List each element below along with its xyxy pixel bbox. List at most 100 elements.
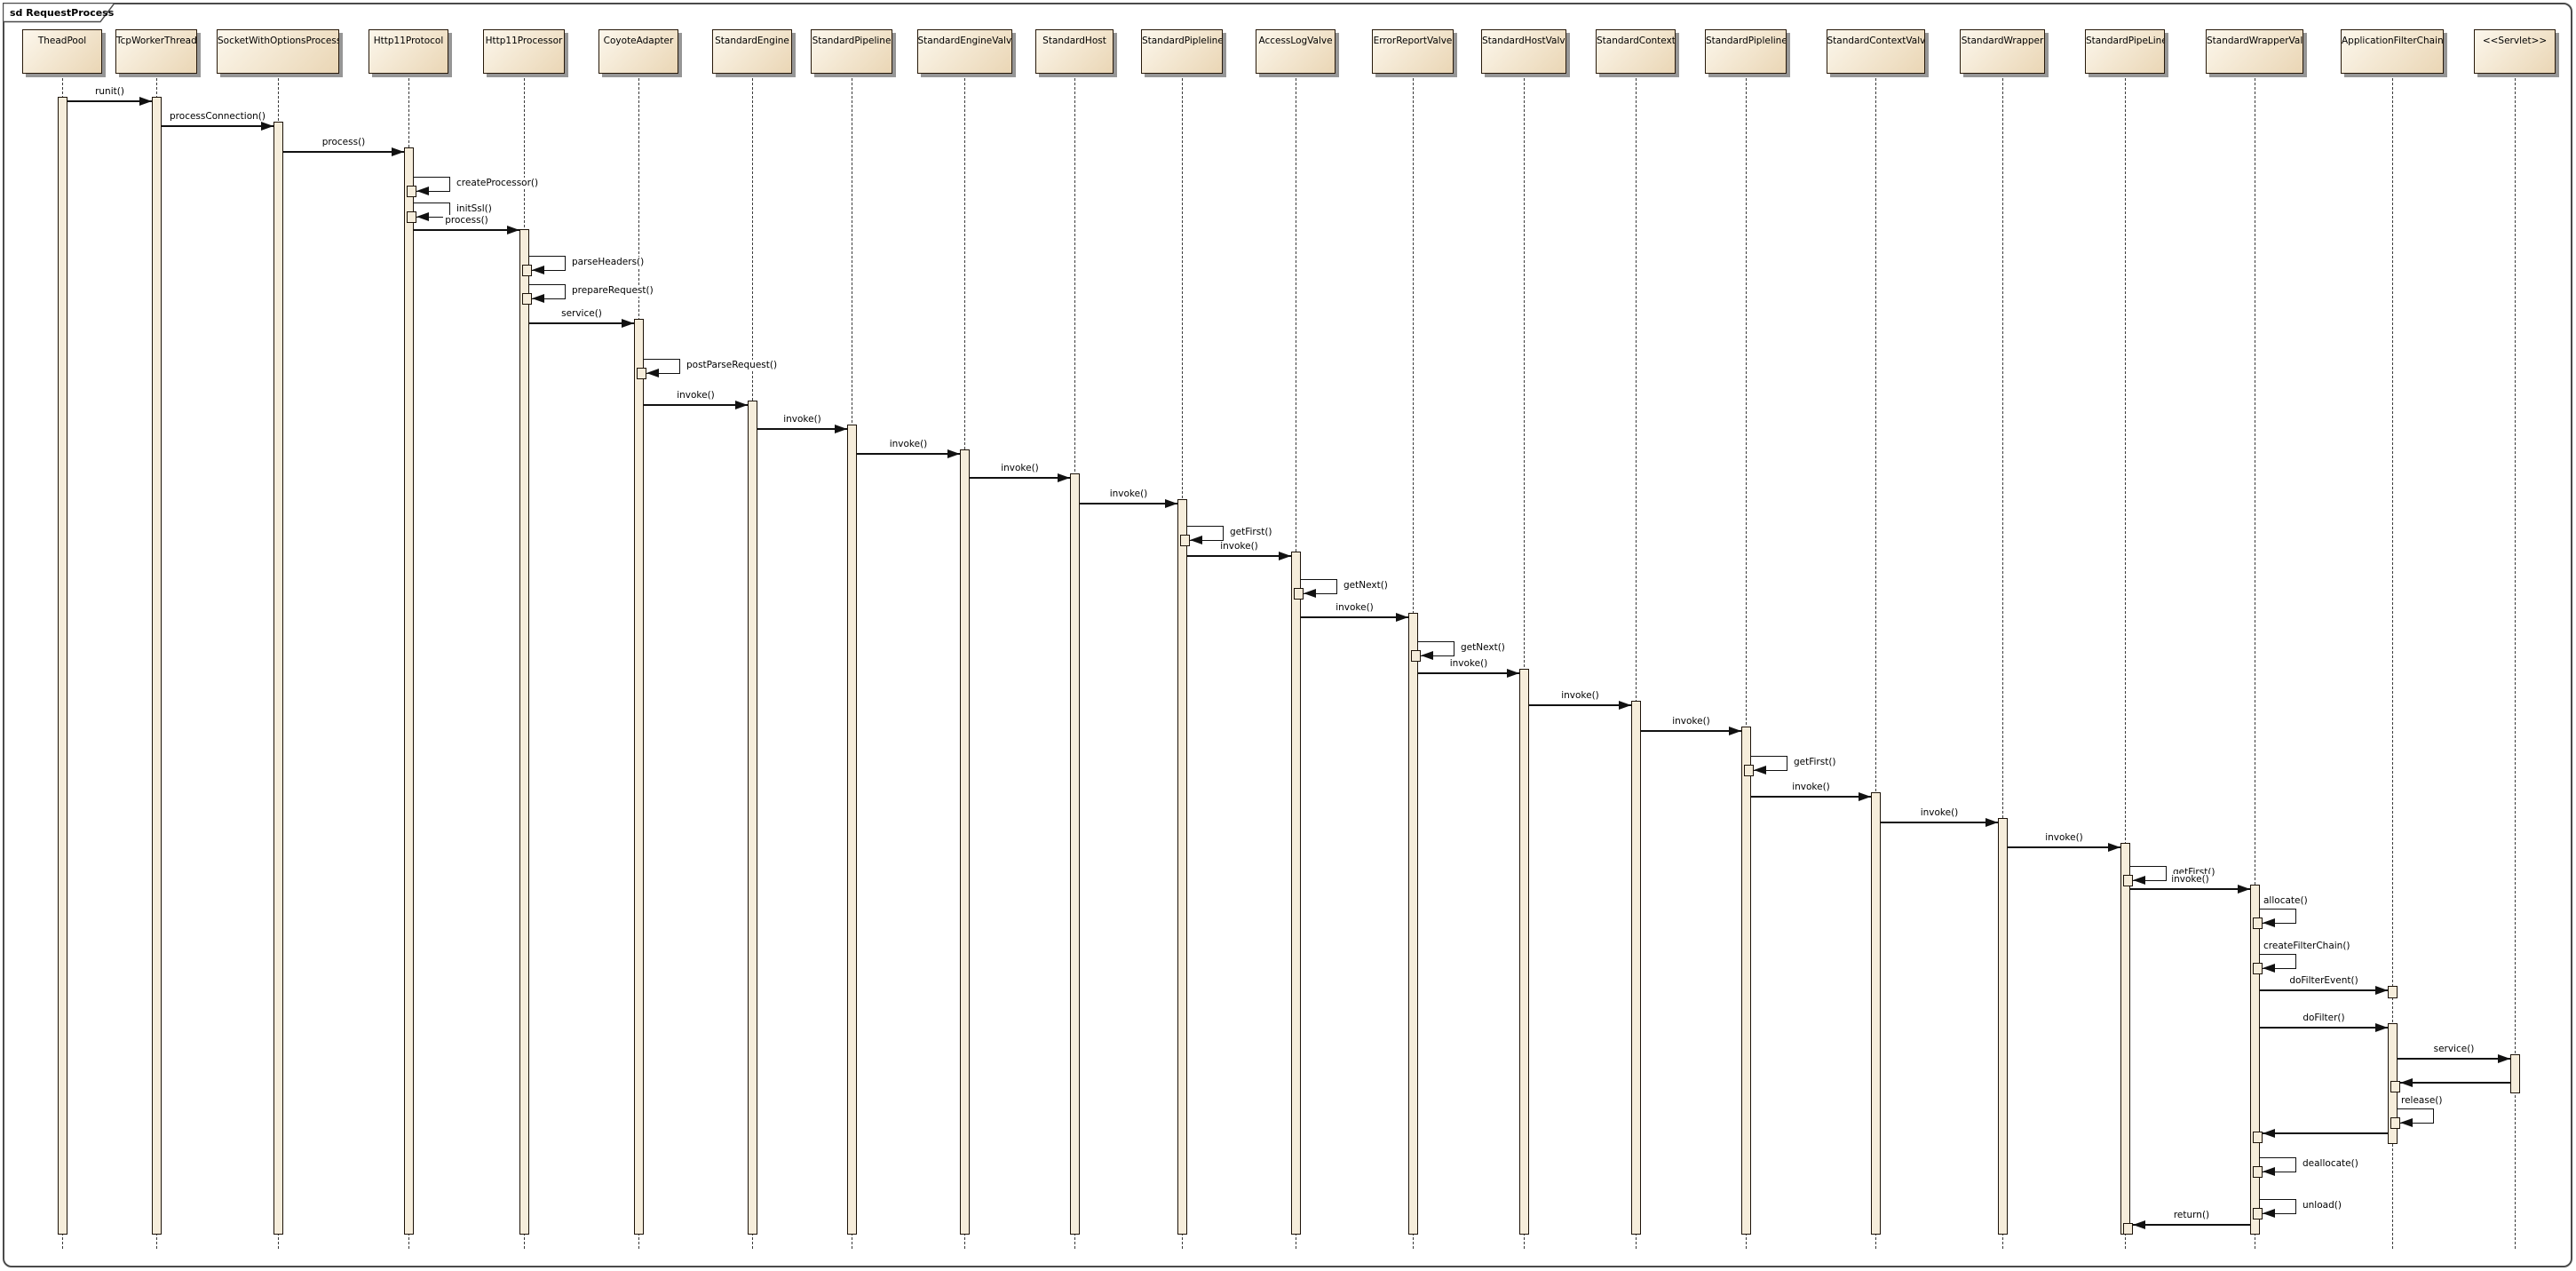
self-message-loop [1417, 641, 1454, 656]
message-label-text: service() [2431, 1044, 2477, 1054]
nested-activation [2390, 1081, 2400, 1092]
lifeline-head-StandardEngine: StandardEngine [712, 29, 792, 74]
activation-bar [1998, 818, 2008, 1235]
activation-bar [152, 97, 162, 1235]
message-label: postParseRequest() [686, 360, 779, 371]
message-label-text: invoke() [1670, 716, 1712, 727]
message-label: invoke() [1418, 658, 1519, 670]
message-arrowhead [735, 401, 748, 409]
message-label-text: invoke() [1559, 690, 1601, 701]
self-message-loop [2397, 1108, 2434, 1124]
self-message-loop [2259, 1199, 2296, 1214]
nested-activation [2253, 918, 2263, 929]
message-label-text: invoke() [1334, 602, 1375, 613]
activation-bar [1519, 669, 1529, 1235]
message-line [67, 100, 152, 102]
message-arrowhead [1729, 727, 1741, 735]
lifeline-head-ApplicationFilterChain: ApplicationFilterChain [2341, 29, 2444, 74]
message-label-text: invoke() [999, 463, 1041, 473]
lifeline-head-StandardWrapperValve: StandardWrapperValve [2206, 29, 2303, 74]
message-line [1641, 730, 1741, 732]
nested-activation [2390, 1117, 2400, 1129]
message-arrowhead [947, 449, 960, 458]
frame-tab-shape [3, 3, 116, 23]
message-arrowhead [2400, 1078, 2413, 1087]
self-message-loop [528, 256, 566, 271]
message-label: createFilterChain() [2263, 941, 2351, 952]
nested-activation [1180, 535, 1190, 546]
message-label: allocate() [2263, 895, 2309, 907]
message-line [1881, 822, 1998, 823]
message-label: invoke() [1301, 602, 1408, 614]
message-label-text: invoke() [1218, 541, 1260, 552]
message-label: service() [2398, 1044, 2510, 1055]
activation-bar [1070, 473, 1080, 1235]
message-line [283, 151, 404, 153]
lifeline-line [2391, 74, 2393, 1249]
message-line [2400, 1082, 2510, 1084]
message-label-text: doFilterEvent() [2287, 975, 2360, 986]
message-label: invoke() [1529, 690, 1631, 702]
message-line [1080, 503, 1177, 504]
nested-activation [2123, 1223, 2133, 1235]
message-arrowhead [2133, 1220, 2145, 1229]
self-message-loop [2259, 1157, 2296, 1172]
message-label-text: process() [320, 137, 368, 147]
activation-bar [273, 122, 283, 1235]
activation-bar [2388, 986, 2398, 998]
message-label: prepareRequest() [571, 285, 654, 297]
message-label: invoke() [757, 414, 847, 425]
message-label: invoke() [970, 463, 1070, 474]
message-line [162, 125, 273, 127]
self-message-loop [2259, 954, 2296, 969]
nested-activation [2253, 1132, 2263, 1143]
frame-title: sd RequestProcess [10, 7, 115, 19]
message-label: invoke() [1187, 541, 1291, 552]
self-message-loop [1300, 579, 1337, 594]
message-arrowhead [2400, 1118, 2413, 1127]
message-arrowhead [1279, 552, 1291, 560]
message-label-text: invoke() [1107, 489, 1150, 499]
message-arrowhead [507, 226, 519, 234]
message-label-text: processConnection() [168, 111, 267, 122]
lifeline-head-TheadPool: TheadPool [22, 29, 102, 74]
message-arrowhead [2263, 1209, 2275, 1218]
lifeline-head-StandardHostValve: StandardHostValve [1481, 29, 1566, 74]
nested-activation [522, 293, 532, 305]
lifeline-head-StandardPipeline: StandardPipeline [811, 29, 892, 74]
self-message-loop [1750, 756, 1787, 771]
message-label: initSsl() [456, 203, 493, 215]
message-label: parseHeaders() [571, 257, 646, 268]
message-label-text: runit() [93, 86, 126, 97]
message-arrowhead [2133, 876, 2145, 885]
message-label: process() [414, 215, 519, 226]
message-label: return() [2133, 1210, 2250, 1221]
message-line [644, 404, 748, 406]
activation-bar [1871, 792, 1881, 1235]
activation-bar [1631, 701, 1641, 1235]
message-label: invoke() [1881, 807, 1998, 819]
message-label: unload() [2302, 1200, 2342, 1211]
message-label-text: service() [559, 308, 604, 319]
lifeline-head-Http11Protocol: Http11Protocol [369, 29, 448, 74]
message-line [1187, 555, 1291, 557]
message-label: processConnection() [162, 111, 273, 123]
message-line [1418, 672, 1519, 674]
message-arrowhead [1396, 613, 1408, 622]
message-label-text: invoke() [675, 390, 717, 401]
message-label-text: invoke() [1918, 807, 1961, 818]
message-arrowhead [1859, 792, 1871, 801]
diagram-frame [3, 3, 2572, 1267]
message-line [2260, 989, 2388, 991]
message-label: getNext() [1460, 642, 1506, 654]
lifeline-line [1523, 74, 1525, 1249]
self-message-loop [2259, 909, 2296, 924]
message-label: invoke() [1641, 716, 1741, 727]
lifeline-line [2124, 74, 2126, 1249]
message-arrowhead [1754, 766, 1766, 775]
message-line [2133, 1224, 2250, 1226]
message-arrowhead [622, 319, 634, 328]
lifeline-line [2001, 74, 2003, 1249]
message-arrowhead [2108, 843, 2120, 852]
